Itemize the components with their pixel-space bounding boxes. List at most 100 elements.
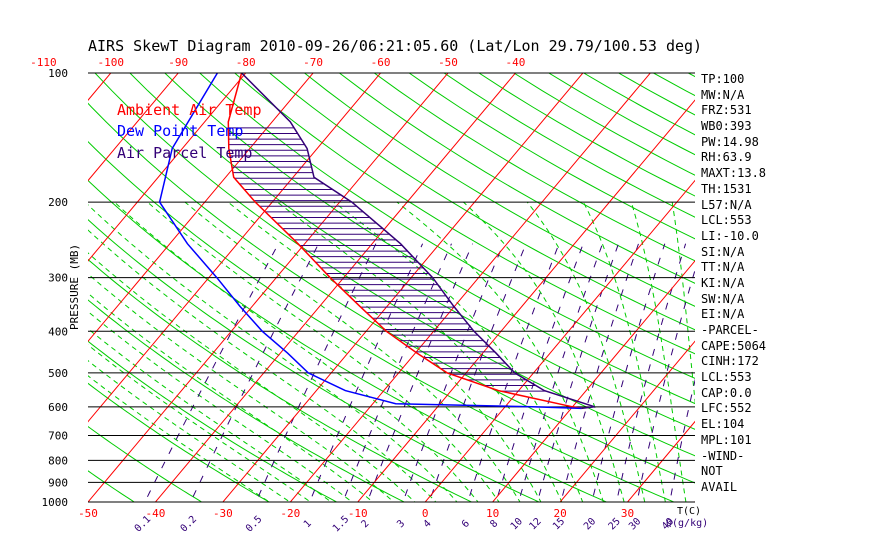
mixing-ratio-tick-label: 6 <box>460 518 472 530</box>
x-axis-label: T(C) <box>677 506 702 517</box>
bottom-temp-tick-label: -30 <box>213 507 233 520</box>
dry-adiabat <box>164 73 695 405</box>
isotherm-line <box>559 340 695 502</box>
index-item: SW:N/A <box>701 291 745 306</box>
index-item: LCL:553 <box>701 370 752 385</box>
pressure-tick-label: 100 <box>48 67 68 80</box>
isotherm-line <box>88 73 449 502</box>
mixing-ratio-tick-label: 0.2 <box>179 514 200 535</box>
index-item: MPL:101 <box>701 432 752 447</box>
dry-adiabat <box>374 73 695 262</box>
top-temp-tick-label: -80 <box>236 56 256 69</box>
isotherm-line <box>154 73 517 502</box>
bottom-temp-tick-label: 10 <box>486 507 499 520</box>
dewpoint-line <box>158 73 582 410</box>
pressure-tick-label: 400 <box>48 325 68 338</box>
isotherm-line <box>626 420 695 502</box>
mixing-ratio-tick-label: 10 <box>509 516 525 532</box>
mixing-ratio-line <box>144 243 279 502</box>
dry-adiabat <box>88 299 406 502</box>
index-item: TH:1531 <box>701 181 752 196</box>
mixing-ratio-line <box>518 243 603 502</box>
dry-adiabat <box>408 73 695 240</box>
parcel-temp-line <box>241 73 596 410</box>
index-item: TP:100 <box>701 72 745 86</box>
top-temp-tick-label: -40 <box>506 56 526 69</box>
moist-adiabat <box>147 201 500 502</box>
y-axis-label: PRESSURE (MB) <box>68 243 81 330</box>
dry-adiabat <box>199 73 695 379</box>
dry-adiabat <box>269 73 695 331</box>
index-item: MAXT:13.8 <box>701 166 767 181</box>
index-item: RH:63.9 <box>701 150 752 165</box>
top-temp-tick-label: -60 <box>371 56 391 69</box>
index-item: PW:14.98 <box>701 134 759 149</box>
isotherm-line <box>424 179 695 502</box>
moist-adiabat <box>526 201 646 502</box>
dry-adiabat <box>88 179 608 502</box>
bottom-temp-tick-label: 20 <box>553 507 566 520</box>
moist-adiabat <box>630 201 687 502</box>
mixing-ratio-tick-label: 3 <box>395 518 407 530</box>
pressure-tick-label: 700 <box>48 430 68 443</box>
index-item: CAP:0.0 <box>701 385 752 400</box>
index-item: EI:N/A <box>701 307 745 322</box>
moist-adiabat <box>88 292 374 502</box>
bottom-temp-tick-label: -50 <box>78 507 98 520</box>
top-temp-tick-label: -110 <box>30 56 57 69</box>
bottom-temp-tick-label: 0 <box>422 507 429 520</box>
isotherm-line <box>357 99 695 502</box>
mixing-ratio-line <box>495 243 584 502</box>
chart-title: AIRS SkewT Diagram 2010-09-26/06:21:05.6… <box>88 37 703 55</box>
index-item: EL:104 <box>701 417 745 432</box>
isotherm-line <box>88 73 247 262</box>
mixing-ratio-line <box>342 243 452 502</box>
moist-adiabat <box>333 201 584 502</box>
bottom-temp-tick-label: -40 <box>146 507 166 520</box>
pressure-tick-label: 1000 <box>42 496 69 509</box>
moist-adiabat <box>463 201 625 502</box>
isotherm-line <box>822 53 870 511</box>
pressure-tick-label: 900 <box>48 476 68 489</box>
mixing-ratio-unit: Q(g/kg) <box>666 518 709 529</box>
moist-adiabat <box>671 202 695 406</box>
moist-adiabat <box>582 201 666 502</box>
stability-index-list: TP:100 MW:N/A FRZ:531 WB0:393 PW:14.98 R… <box>701 72 766 496</box>
legend-air-parcel-temp: Air Parcel Temp <box>117 144 253 162</box>
mixing-ratio-tick-label: 4 <box>422 518 434 530</box>
mixing-ratio-line <box>309 243 424 502</box>
cape-hatch <box>228 127 546 392</box>
moist-adiabat <box>88 252 416 502</box>
dry-adiabat <box>88 340 338 502</box>
moist-adiabat <box>88 375 271 502</box>
index-item: CAPE:5064 <box>701 338 767 353</box>
top-temp-tick-label: -70 <box>303 56 323 69</box>
mixing-ratio-line <box>536 243 619 502</box>
dry-adiabat <box>88 470 136 502</box>
index-item: WB0:393 <box>701 119 752 134</box>
mixing-ratio-line <box>636 268 695 502</box>
dry-adiabat <box>339 73 695 284</box>
moist-adiabat <box>88 229 437 502</box>
index-item: AVAIL <box>701 479 738 494</box>
mixing-ratio-line <box>591 243 666 502</box>
mixing-ratio-line <box>467 243 560 502</box>
top-temp-tick-label: -50 <box>438 56 458 69</box>
pressure-tick-label: 800 <box>48 454 68 467</box>
plot-frame <box>88 72 695 503</box>
dry-adiabat <box>0 73 12 511</box>
isotherm-line <box>491 260 695 502</box>
index-item: LCL:553 <box>701 213 752 228</box>
moist-adiabat <box>227 201 542 502</box>
dry-adiabat <box>793 73 870 511</box>
moist-adiabat <box>88 328 332 502</box>
dry-adiabat <box>234 73 695 355</box>
pressure-tick-label: 500 <box>48 367 68 380</box>
index-item: LI:-10.0 <box>701 228 759 243</box>
index-item: MW:N/A <box>701 87 745 102</box>
profile-series <box>158 73 596 410</box>
index-item: KI:N/A <box>701 275 745 290</box>
legend-dew-point-temp: Dew Point Temp <box>117 122 244 140</box>
mixing-ratio-line <box>366 243 474 502</box>
